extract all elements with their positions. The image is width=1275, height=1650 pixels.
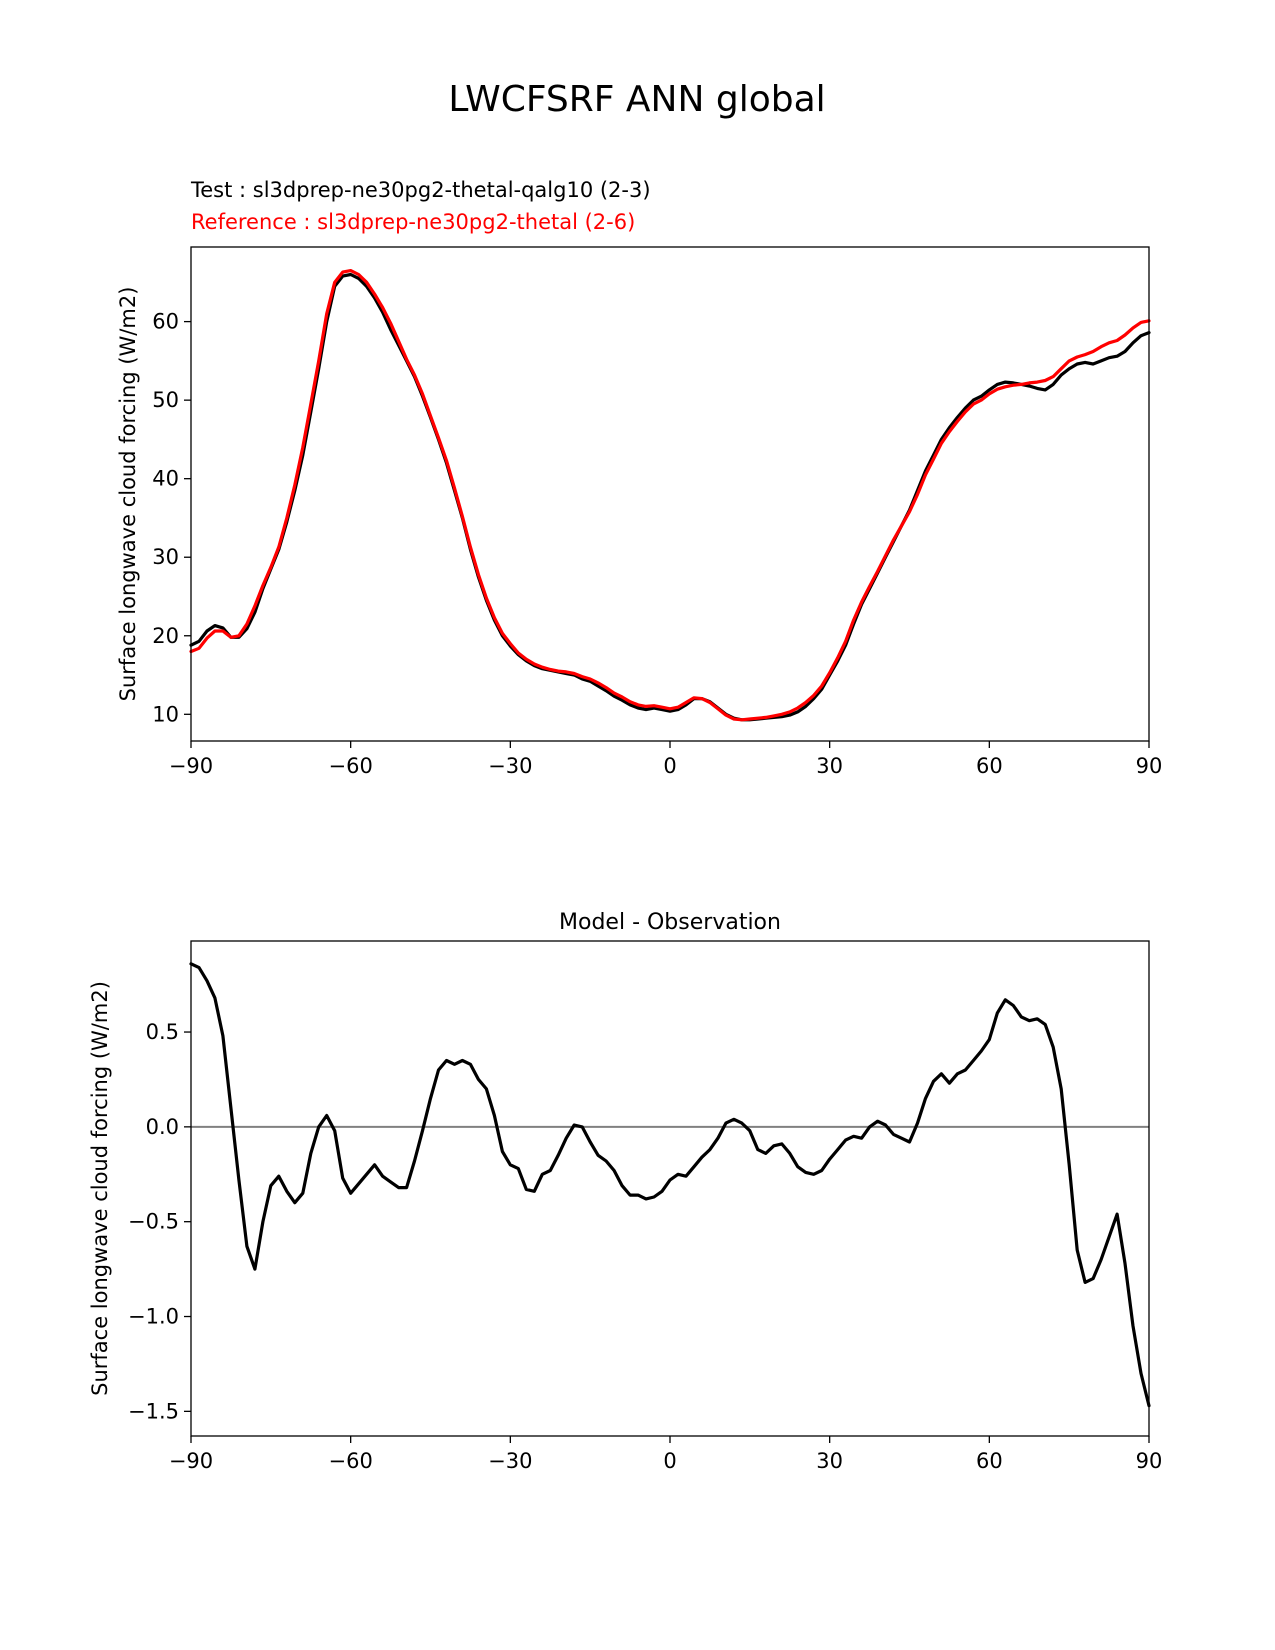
- top-xtick-label: −30: [488, 754, 532, 778]
- top-xtick-label: 30: [816, 754, 843, 778]
- bottom-ytick-label: −1.5: [128, 1399, 179, 1423]
- bottom-xtick-label: 90: [1136, 1449, 1163, 1473]
- top-ytick-label: 30: [152, 545, 179, 569]
- bottom-xtick-label: −30: [488, 1449, 532, 1473]
- bottom-xtick-label: 60: [976, 1449, 1003, 1473]
- top-xtick-label: 0: [663, 754, 676, 778]
- bottom-x-axis: −90 −60 −30 0 30 60 90: [169, 1436, 1163, 1473]
- bottom-xtick-label: 0: [663, 1449, 676, 1473]
- bottom-ytick-label: 0.0: [146, 1115, 179, 1139]
- bottom-y-axis-label: Surface longwave cloud forcing (W/m2): [88, 981, 112, 1396]
- top-series-line-0: [189, 272, 1151, 722]
- test-label: Test : sl3dprep-ne30pg2-thetal-qalg10 (2…: [190, 178, 651, 202]
- bottom-xtick-label: 30: [816, 1449, 843, 1473]
- top-series-layer: [189, 269, 1151, 722]
- top-ytick-label: 40: [152, 467, 179, 491]
- top-ytick-label: 20: [152, 624, 179, 648]
- bottom-ytick-label: −1.0: [128, 1305, 179, 1329]
- top-ytick-label: 50: [152, 388, 179, 412]
- bottom-xtick-label: −90: [169, 1449, 213, 1473]
- bottom-y-axis: −1.5 −1.0 −0.5 0.0 0.5: [128, 1020, 191, 1423]
- top-series-line-1: [189, 269, 1151, 722]
- top-y-axis-label: Surface longwave cloud forcing (W/m2): [116, 287, 140, 702]
- bottom-ytick-label: −0.5: [128, 1210, 179, 1234]
- reference-label: Reference : sl3dprep-ne30pg2-thetal (2-6…: [191, 210, 635, 234]
- bottom-ytick-label: 0.5: [146, 1020, 179, 1044]
- top-ytick-label: 10: [152, 702, 179, 726]
- top-xtick-label: −90: [169, 754, 213, 778]
- top-axes-frame: [190, 246, 1150, 742]
- figure-title: LWCFSRF ANN global: [448, 79, 825, 120]
- top-ytick-label: 60: [152, 310, 179, 334]
- top-xtick-label: −60: [329, 754, 373, 778]
- bottom-xtick-label: −60: [329, 1449, 373, 1473]
- top-xtick-label: 60: [976, 754, 1003, 778]
- bottom-series-line-0: [189, 962, 1151, 1408]
- top-panel: Test : sl3dprep-ne30pg2-thetal-qalg10 (2…: [116, 178, 1162, 778]
- bottom-panel: Model - Observation −90 −60 −30 0 30 60 90 −1.…: [88, 910, 1162, 1473]
- bottom-axes-frame: [190, 940, 1150, 1437]
- bottom-series-layer: [189, 962, 1151, 1408]
- top-x-axis: −90 −60 −30 0 30 60 90: [169, 741, 1163, 778]
- bottom-panel-title: Model - Observation: [559, 910, 781, 935]
- top-y-axis: 10 20 30 40 50 60: [152, 310, 191, 726]
- top-xtick-label: 90: [1136, 754, 1163, 778]
